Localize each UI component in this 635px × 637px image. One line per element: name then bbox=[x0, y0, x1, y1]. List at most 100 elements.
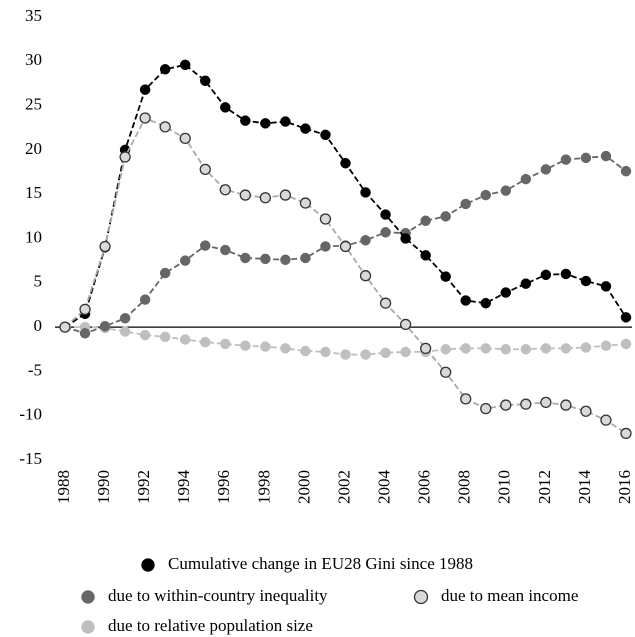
point bbox=[359, 270, 372, 282]
point bbox=[299, 197, 312, 209]
point bbox=[119, 151, 131, 163]
x-tick-label: 2010 bbox=[495, 470, 514, 504]
point bbox=[480, 297, 491, 309]
point bbox=[260, 253, 271, 265]
y-tick-label: 25 bbox=[25, 95, 42, 114]
point bbox=[179, 255, 191, 266]
point bbox=[520, 344, 532, 355]
point bbox=[219, 184, 231, 196]
legend-marker bbox=[413, 589, 429, 605]
point bbox=[440, 271, 451, 282]
point bbox=[220, 102, 231, 113]
x-tick-label: 1996 bbox=[214, 470, 233, 504]
point bbox=[420, 250, 431, 261]
point bbox=[379, 297, 392, 309]
point bbox=[540, 269, 552, 281]
point bbox=[199, 163, 211, 176]
point bbox=[240, 115, 251, 126]
point bbox=[179, 334, 191, 345]
x-tick-label: 1988 bbox=[54, 470, 73, 504]
y-tick-label: 10 bbox=[25, 227, 42, 246]
point bbox=[240, 340, 251, 351]
y-tick-label: -10 bbox=[19, 405, 42, 424]
point bbox=[339, 240, 352, 253]
point bbox=[159, 64, 171, 75]
point bbox=[460, 198, 471, 210]
point bbox=[540, 343, 552, 354]
point bbox=[99, 240, 111, 253]
point bbox=[320, 346, 331, 358]
point bbox=[320, 129, 331, 141]
x-tick-label: 2016 bbox=[615, 470, 634, 504]
point bbox=[260, 341, 271, 352]
point bbox=[320, 241, 331, 252]
y-tick-label: -5 bbox=[28, 360, 42, 379]
point bbox=[99, 320, 111, 332]
point bbox=[360, 349, 371, 360]
point bbox=[280, 254, 291, 266]
point bbox=[159, 331, 171, 343]
point bbox=[419, 342, 432, 355]
point bbox=[79, 328, 91, 339]
point bbox=[600, 340, 612, 351]
point bbox=[319, 213, 332, 225]
point bbox=[580, 405, 592, 417]
legend-marker bbox=[141, 558, 155, 572]
point bbox=[620, 338, 632, 350]
x-tick-label: 2002 bbox=[334, 470, 353, 504]
point bbox=[360, 235, 371, 246]
point bbox=[260, 118, 271, 129]
y-tick-label: 15 bbox=[25, 183, 42, 202]
point bbox=[520, 278, 532, 289]
x-tick-label: 1998 bbox=[254, 470, 273, 504]
point bbox=[600, 414, 612, 426]
point bbox=[520, 398, 532, 410]
x-tick-label: 2008 bbox=[455, 470, 474, 504]
legend-marker bbox=[81, 590, 95, 604]
x-tick-label: 2000 bbox=[294, 470, 313, 504]
y-tick-label: 20 bbox=[25, 139, 42, 158]
x-tick-label: 2006 bbox=[415, 470, 434, 504]
y-tick-label: 35 bbox=[25, 6, 42, 25]
point bbox=[440, 344, 451, 355]
x-tick-label: 1994 bbox=[174, 470, 193, 505]
point bbox=[580, 342, 592, 353]
point bbox=[400, 233, 411, 244]
point bbox=[460, 343, 471, 354]
point bbox=[400, 346, 411, 358]
point bbox=[200, 336, 211, 348]
point bbox=[340, 349, 351, 360]
legend-label: due to relative population size bbox=[108, 616, 313, 635]
point bbox=[420, 215, 431, 227]
point bbox=[119, 312, 131, 324]
point bbox=[620, 427, 632, 440]
x-tick-label: 2012 bbox=[535, 470, 554, 504]
point bbox=[540, 396, 552, 409]
point bbox=[620, 312, 632, 323]
point bbox=[560, 154, 572, 165]
point bbox=[139, 294, 151, 305]
x-tick-label: 2004 bbox=[374, 470, 393, 505]
legend-label: due to mean income bbox=[441, 586, 578, 605]
x-tick-label: 1992 bbox=[134, 470, 153, 504]
point bbox=[500, 344, 512, 355]
point bbox=[540, 164, 552, 175]
x-tick-label: 2014 bbox=[575, 470, 594, 505]
point bbox=[159, 267, 171, 279]
point bbox=[239, 189, 251, 201]
point bbox=[380, 209, 391, 220]
point bbox=[340, 157, 351, 169]
point bbox=[300, 252, 311, 264]
point bbox=[460, 295, 471, 306]
point bbox=[600, 150, 612, 162]
legend-label: due to within-country inequality bbox=[108, 586, 328, 605]
point bbox=[399, 318, 412, 331]
point bbox=[139, 112, 151, 124]
point bbox=[560, 268, 572, 280]
series-line bbox=[64, 63, 627, 328]
point bbox=[560, 399, 572, 411]
point bbox=[139, 329, 151, 341]
point bbox=[500, 185, 512, 196]
point bbox=[279, 189, 292, 201]
